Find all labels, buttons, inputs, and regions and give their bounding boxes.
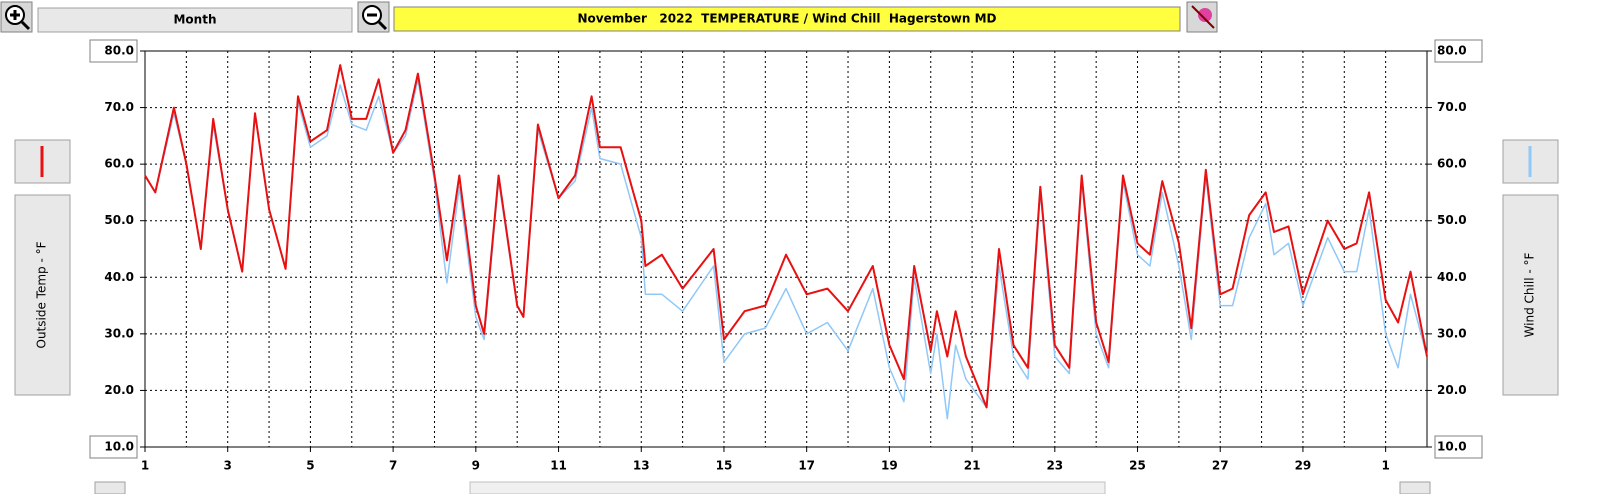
y2-tick-label: 60.0 bbox=[1437, 157, 1467, 171]
plot-frame bbox=[144, 50, 1428, 448]
y2-tick-label: 80.0 bbox=[1437, 44, 1467, 58]
y2-tick-label: 40.0 bbox=[1437, 270, 1467, 284]
tick-label-box bbox=[89, 435, 138, 459]
x-tick-label: 25 bbox=[1129, 459, 1146, 473]
x-tick-label: 9 bbox=[472, 459, 480, 473]
x-tick-label: 11 bbox=[550, 459, 567, 473]
x-tick-label: 27 bbox=[1212, 459, 1229, 473]
y-tick-label: 40.0 bbox=[104, 270, 134, 284]
tick-label-box bbox=[1434, 435, 1483, 459]
x-tick-label: 1 bbox=[141, 459, 149, 473]
x-tick-label: 15 bbox=[716, 459, 733, 473]
period-button[interactable] bbox=[37, 7, 353, 33]
period-label: Month bbox=[173, 13, 216, 27]
y-tick-label: 80.0 bbox=[104, 44, 134, 58]
x-tick-label: 29 bbox=[1295, 459, 1312, 473]
chart-title: November 2022 TEMPERATURE / Wind Chill H… bbox=[577, 12, 996, 26]
y2-tick-label: 50.0 bbox=[1437, 213, 1467, 227]
x-tick-label: 7 bbox=[389, 459, 397, 473]
scrollbar[interactable] bbox=[469, 481, 1106, 494]
y-tick-label: 70.0 bbox=[104, 100, 134, 114]
legend-label: Outside Temp - °F bbox=[35, 241, 49, 348]
x-tick-label: 23 bbox=[1046, 459, 1063, 473]
series-line bbox=[144, 64, 1428, 409]
y-tick-label: 30.0 bbox=[104, 326, 134, 340]
y-tick-label: 10.0 bbox=[104, 440, 134, 454]
x-tick-label: 1 bbox=[1381, 459, 1389, 473]
tick-label-box bbox=[89, 39, 138, 63]
x-tick-label: 17 bbox=[798, 459, 815, 473]
y2-tick-label: 10.0 bbox=[1437, 440, 1467, 454]
zoom-in-button[interactable] bbox=[0, 1, 33, 33]
zoom-out-button[interactable] bbox=[357, 1, 390, 33]
y-tick-label: 20.0 bbox=[104, 383, 134, 397]
title-box bbox=[393, 6, 1181, 32]
legend-button[interactable] bbox=[1502, 194, 1559, 396]
y-tick-label: 50.0 bbox=[104, 213, 134, 227]
y2-tick-label: 20.0 bbox=[1437, 383, 1467, 397]
legend-label: Wind Chill - °F bbox=[1523, 252, 1537, 337]
tick-label-box bbox=[1434, 39, 1483, 63]
y2-tick-label: 30.0 bbox=[1437, 326, 1467, 340]
y-tick-label: 60.0 bbox=[104, 157, 134, 171]
x-tick-label: 21 bbox=[964, 459, 981, 473]
scroll-button[interactable] bbox=[94, 481, 126, 494]
y2-tick-label: 70.0 bbox=[1437, 100, 1467, 114]
legend-button[interactable] bbox=[14, 194, 71, 396]
x-tick-label: 5 bbox=[306, 459, 314, 473]
scroll-button[interactable] bbox=[1399, 481, 1431, 494]
x-tick-label: 13 bbox=[633, 459, 650, 473]
color-tool-button[interactable] bbox=[1186, 1, 1218, 33]
x-tick-label: 19 bbox=[881, 459, 898, 473]
x-tick-label: 3 bbox=[224, 459, 232, 473]
